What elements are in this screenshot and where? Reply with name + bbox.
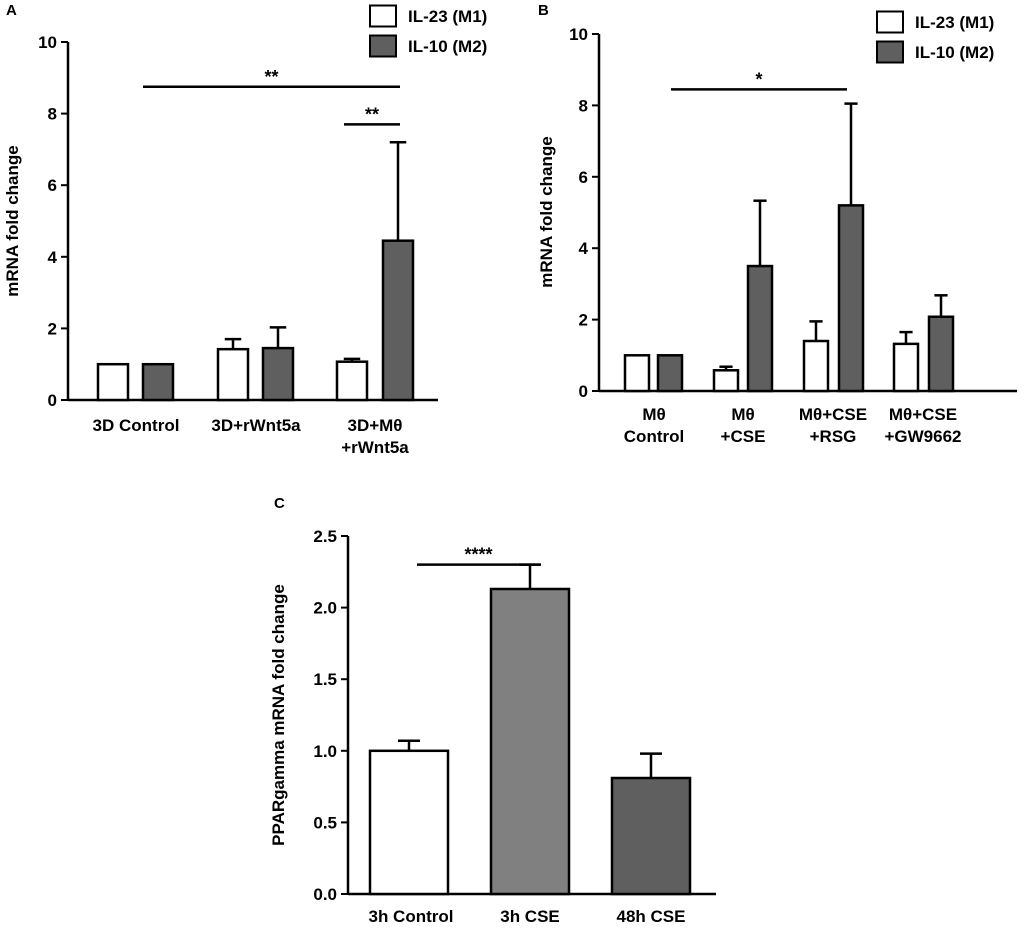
- y-tick-label-b-5: 10: [569, 25, 588, 44]
- y-tick-label-c-0: 0.0: [313, 885, 337, 904]
- bar-b-s0-c2: [802, 339, 830, 393]
- x-tick-label-a-2-1: +rWnt5a: [341, 438, 409, 457]
- y-tick-label-a-0: 0: [48, 391, 57, 410]
- bar-b-s0-c0: [623, 354, 651, 393]
- bar-c-s0-c1: [489, 587, 571, 896]
- panel-label-b: B: [538, 2, 549, 19]
- x-tick-label-b-1-1: +CSE: [721, 427, 766, 446]
- significance-label-a-0: **: [264, 67, 278, 87]
- bar-a-s0-c0: [96, 362, 130, 402]
- bar-c-s0-c2: [610, 776, 692, 896]
- bar-b-s0-c3: [892, 342, 920, 393]
- bar-b-s1-c0: [656, 354, 684, 393]
- significance-label-b-0: *: [755, 69, 762, 89]
- legend-label-a-1: IL-10 (M2): [408, 37, 487, 56]
- y-tick-label-c-3: 1.5: [313, 670, 337, 689]
- y-tick-label-a-1: 2: [48, 319, 57, 338]
- y-tick-label-a-4: 8: [48, 105, 57, 124]
- y-tick-label-b-4: 8: [579, 96, 588, 115]
- bar-a-s1-c0: [141, 362, 175, 402]
- legend-swatch-b-1: [876, 40, 904, 64]
- y-tick-label-a-2: 4: [48, 248, 58, 267]
- y-tick-label-c-2: 1.0: [313, 742, 337, 761]
- bar-a-s0-c2: [335, 360, 369, 402]
- bar-b-s1-c2: [837, 204, 865, 393]
- bar-a-s1-c1: [261, 346, 295, 402]
- y-tick-label-c-4: 2.0: [313, 599, 337, 618]
- chart-panel-c: 0.0 0.5 1.0 1.5 2.0 2.5 PPARgamma mRNA fold ch…: [269, 527, 716, 926]
- legend-swatch-b-0: [876, 10, 904, 34]
- bar-b-s1-c3: [927, 315, 955, 393]
- x-tick-label-b-1-0: Mθ: [731, 405, 754, 424]
- x-tick-label-b-0-0: Mθ: [642, 405, 665, 424]
- chart-panel-a: 0 2 4 6 8 10 mRNA fold change 3D Control 3D+rWnt…: [3, 4, 487, 457]
- bar-a-s0-c1: [216, 347, 250, 402]
- x-tick-label-b-0-1: Control: [624, 427, 684, 446]
- x-tick-label-b-2-1: +RSG: [810, 427, 857, 446]
- y-tick-label-b-0: 0: [579, 382, 588, 401]
- y-tick-label-c-5: 2.5: [313, 527, 337, 546]
- y-tick-label-c-1: 0.5: [313, 813, 337, 832]
- panel-label-c: C: [274, 495, 285, 512]
- y-axis-label-c: PPARgamma mRNA fold change: [269, 584, 288, 846]
- y-tick-label-b-3: 6: [579, 168, 588, 187]
- x-tick-label-a-0-0: 3D Control: [93, 416, 180, 435]
- bar-b-s1-c1: [746, 264, 774, 393]
- x-tick-label-c-1-0: 3h CSE: [500, 907, 560, 926]
- x-tick-label-c-0-0: 3h Control: [369, 907, 454, 926]
- y-axis-label-a: mRNA fold change: [3, 145, 22, 296]
- y-axis-label-b: mRNA fold change: [537, 136, 556, 287]
- panel-label-a: A: [6, 2, 17, 19]
- legend-swatch-a-0: [369, 4, 397, 28]
- y-tick-label-a-3: 6: [48, 176, 57, 195]
- y-tick-label-b-2: 4: [579, 239, 589, 258]
- significance-label-c-0: ****: [464, 545, 492, 565]
- legend-label-b-0: IL-23 (M1): [915, 13, 994, 32]
- x-tick-label-b-3-1: +GW9662: [884, 427, 961, 446]
- significance-label-a-1: **: [365, 104, 379, 124]
- x-tick-label-a-2-0: 3D+Mθ: [347, 416, 402, 435]
- x-tick-label-b-3-0: Mθ+CSE: [889, 405, 957, 424]
- bar-b-s0-c1: [712, 369, 740, 393]
- legend-swatch-a-1: [369, 34, 397, 58]
- x-tick-label-a-1-0: 3D+rWnt5a: [211, 416, 301, 435]
- y-tick-label-a-5: 10: [38, 33, 57, 52]
- legend-label-b-1: IL-10 (M2): [915, 43, 994, 62]
- x-tick-label-b-2-0: Mθ+CSE: [799, 405, 867, 424]
- bar-a-s1-c2: [381, 239, 415, 402]
- bar-c-s0-c0: [368, 749, 450, 896]
- x-tick-label-c-2-0: 48h CSE: [617, 907, 686, 926]
- legend-label-a-0: IL-23 (M1): [408, 7, 487, 26]
- y-tick-label-b-1: 2: [579, 311, 588, 330]
